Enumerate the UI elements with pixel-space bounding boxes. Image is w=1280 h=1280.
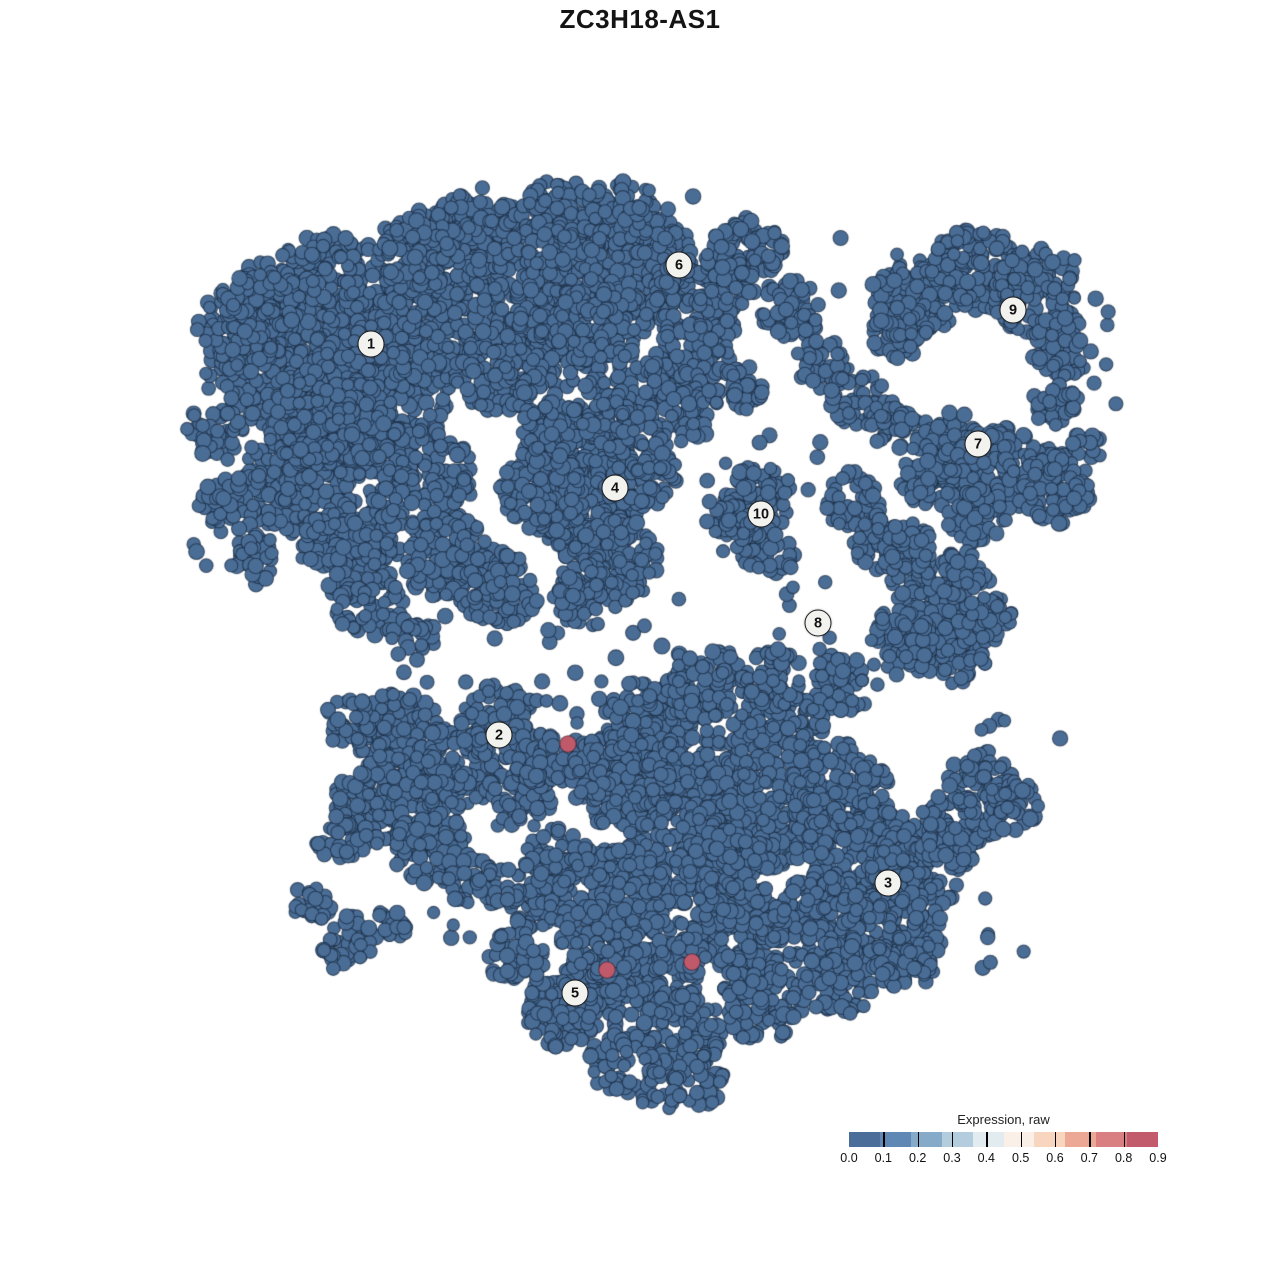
colorbar-tick-label-0.8: 0.8 bbox=[1114, 1151, 1133, 1165]
colorbar-segment-0 bbox=[849, 1132, 880, 1147]
colorbar-segment-3 bbox=[941, 1132, 973, 1147]
colorbar-tick-label-0.1: 0.1 bbox=[874, 1151, 893, 1165]
colorbar-tick-label-0.3: 0.3 bbox=[943, 1151, 961, 1165]
expression-colorbar-legend: Expression, raw 0.0 0.1 0.2 0.3 0.4 0.5 0.6 0.7… bbox=[840, 1112, 1166, 1166]
colorbar-tick bbox=[1020, 1132, 1022, 1147]
colorbar-segment-1 bbox=[879, 1132, 911, 1147]
colorbar-gradient bbox=[849, 1132, 1159, 1147]
colorbar-segment-2 bbox=[910, 1132, 942, 1147]
colorbar-segment-6 bbox=[1034, 1132, 1066, 1147]
colorbar-segment-7 bbox=[1065, 1132, 1097, 1147]
legend-title: Expression, raw bbox=[957, 1112, 1050, 1127]
colorbar-tick bbox=[883, 1132, 885, 1147]
colorbar-segment-9 bbox=[1127, 1132, 1159, 1147]
colorbar-tick-label-0.9: 0.9 bbox=[1149, 1151, 1167, 1165]
colorbar-tick bbox=[986, 1132, 988, 1147]
colorbar-segment-5 bbox=[1003, 1132, 1035, 1147]
colorbar-tick-label-0.4: 0.4 bbox=[977, 1151, 996, 1165]
colorbar-tick bbox=[1055, 1132, 1057, 1147]
colorbar-tick bbox=[1089, 1132, 1091, 1147]
colorbar-segment-8 bbox=[1096, 1132, 1128, 1147]
colorbar-segment-4 bbox=[972, 1132, 1004, 1147]
colorbar-tick bbox=[1123, 1132, 1125, 1147]
colorbar-tick-label-0.5: 0.5 bbox=[1011, 1151, 1030, 1165]
colorbar-tick-label-0.0: 0.0 bbox=[840, 1151, 858, 1165]
colorbar-tick-labels: 0.0 0.1 0.2 0.3 0.4 0.5 0.6 0.7 0.8 0.9 bbox=[840, 1151, 1166, 1166]
colorbar-tick-label-0.6: 0.6 bbox=[1046, 1151, 1064, 1165]
colorbar-tick bbox=[952, 1132, 954, 1147]
colorbar-tick-label-0.2: 0.2 bbox=[908, 1151, 927, 1165]
colorbar-tick-label-0.7: 0.7 bbox=[1080, 1151, 1099, 1165]
colorbar-tick bbox=[917, 1132, 919, 1147]
